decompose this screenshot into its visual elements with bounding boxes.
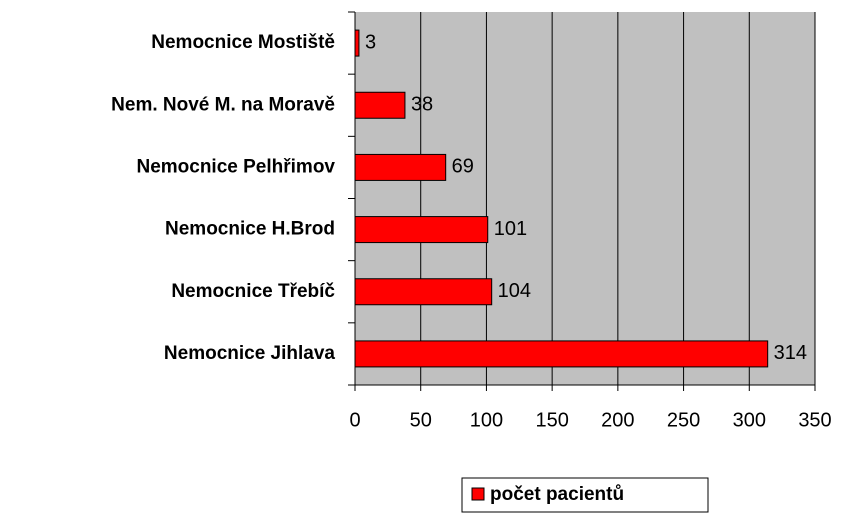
legend-label: počet pacientů (490, 484, 624, 505)
value-label: 3 (365, 31, 376, 53)
value-label: 69 (452, 156, 474, 178)
y-tick-label: Nemocnice Mostiště (151, 32, 335, 53)
bar (354, 91, 406, 119)
x-tick-label: 100 (470, 409, 503, 431)
y-tick-label: Nemocnice Jihlava (164, 343, 336, 364)
y-tick-label: Nemocnice Třebíč (171, 281, 335, 302)
legend-box (461, 477, 709, 513)
value-label: 38 (411, 94, 433, 116)
x-tick-label: 250 (667, 409, 700, 431)
x-tick-label: 50 (410, 409, 432, 431)
y-tick-label: Nemocnice Pelhřimov (136, 156, 335, 177)
value-label: 104 (498, 280, 531, 302)
x-tick-label: 0 (349, 409, 360, 431)
bar (354, 29, 360, 57)
y-tick-label: Nemocnice H.Brod (165, 219, 335, 240)
x-tick-label: 300 (733, 409, 766, 431)
x-tick-label: 150 (535, 409, 568, 431)
legend-marker (471, 487, 485, 501)
x-tick-label: 350 (798, 409, 831, 431)
x-tick-label: 200 (601, 409, 634, 431)
y-tick-label: Nem. Nové M. na Moravě (111, 94, 335, 115)
bar (354, 278, 493, 306)
value-label: 101 (494, 218, 527, 240)
bar (354, 216, 489, 244)
value-label: 314 (774, 342, 807, 364)
bar (354, 340, 769, 368)
bar (354, 153, 447, 181)
plot-area (355, 12, 815, 385)
